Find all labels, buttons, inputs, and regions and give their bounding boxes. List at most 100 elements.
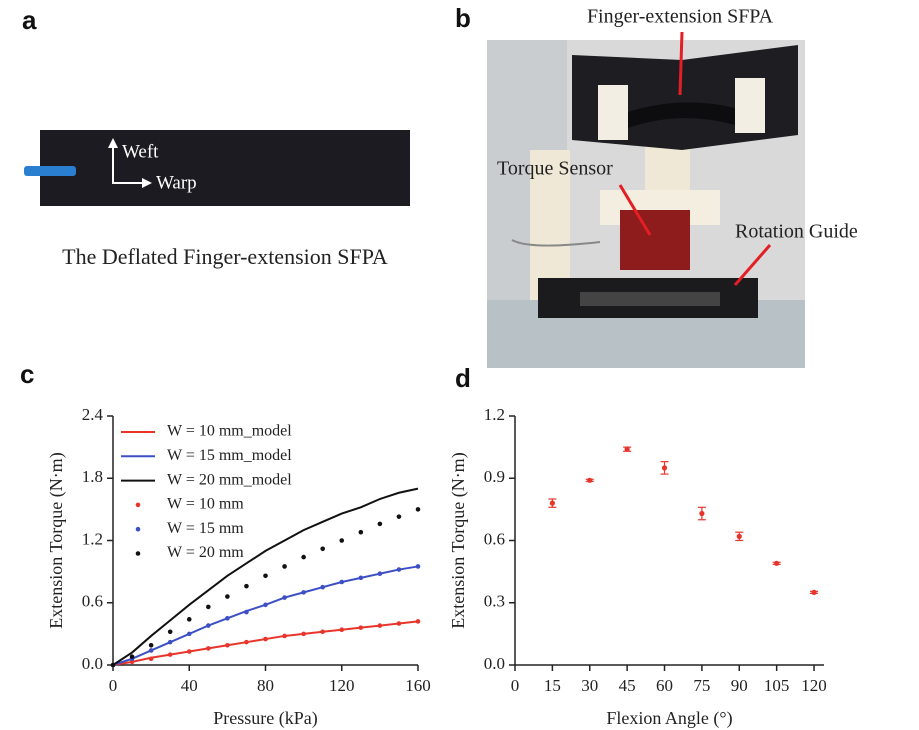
x-tick-label: 80	[257, 676, 274, 695]
legend-label: W = 20 mm	[167, 544, 244, 561]
data-point	[282, 564, 287, 569]
setup-label: Torque Sensor	[497, 158, 613, 180]
data-point	[263, 573, 268, 579]
x-tick-label: 105	[764, 676, 790, 695]
x-tick-label: 0	[109, 676, 118, 695]
panel-label: b	[455, 3, 471, 33]
panel-label: a	[22, 5, 37, 35]
legend-label: W = 15 mm_model	[167, 447, 292, 464]
y-tick-label: 0.3	[484, 592, 505, 611]
data-point	[167, 639, 173, 645]
legend-label: W = 10 mm	[167, 496, 244, 513]
y-tick-label: 1.8	[82, 467, 103, 486]
setup-photo	[487, 31, 805, 368]
x-tick-label: 15	[544, 676, 561, 695]
data-point	[148, 648, 154, 653]
data-point	[320, 629, 325, 635]
legend-dot	[135, 502, 141, 508]
x-tick-label: 60	[656, 676, 673, 695]
data-point	[774, 560, 780, 566]
x-tick-label: 0	[511, 676, 520, 695]
data-point	[148, 642, 154, 648]
direction-label: Weft	[122, 141, 159, 162]
data-point	[263, 602, 268, 608]
data-point	[167, 629, 173, 635]
data-point	[396, 567, 402, 572]
data-point	[301, 631, 306, 637]
data-point	[186, 649, 192, 654]
model-line	[112, 620, 419, 666]
data-point	[396, 514, 402, 519]
x-tick-label: 75	[693, 676, 710, 695]
data-point	[415, 619, 421, 624]
data-point	[225, 642, 230, 648]
y-tick-label: 0.6	[82, 592, 103, 611]
y-tick-label: 0.6	[484, 529, 505, 548]
data-point	[699, 510, 705, 517]
data-point	[339, 627, 345, 633]
data-point	[396, 621, 402, 626]
setup-label: Rotation Guide	[735, 221, 858, 243]
model-line	[112, 487, 419, 666]
data-point	[301, 554, 306, 560]
data-point	[358, 575, 364, 581]
data-point	[661, 465, 668, 471]
data-point	[206, 604, 211, 610]
y-tick-label: 0.0	[82, 654, 103, 673]
data-point	[110, 662, 116, 668]
direction-label: Warp	[156, 172, 197, 193]
y-tick-label: 2.4	[82, 405, 104, 424]
data-point	[263, 636, 268, 642]
data-point	[549, 500, 555, 506]
x-tick-label: 90	[731, 676, 748, 695]
x-axis-title: Pressure (kPa)	[213, 708, 317, 729]
legend-label: W = 10 mm_model	[167, 423, 292, 440]
y-tick-label: 1.2	[484, 405, 505, 424]
data-point	[129, 654, 135, 659]
x-tick-label: 40	[181, 676, 198, 695]
caption: The Deflated Finger-extension SFPA	[62, 244, 388, 269]
data-point	[206, 646, 211, 651]
data-point	[415, 564, 421, 569]
y-axis-title: Extension Torque (N·m)	[46, 452, 67, 628]
data-point	[358, 529, 364, 535]
data-point	[186, 617, 192, 622]
y-tick-label: 0.9	[484, 467, 505, 486]
data-point	[244, 583, 249, 589]
setup-label: Finger-extension SFPA	[587, 6, 774, 28]
legend-dot	[135, 526, 141, 532]
data-point	[587, 477, 593, 483]
data-point	[225, 616, 230, 621]
y-tick-label: 0.0	[484, 654, 505, 673]
data-point	[377, 623, 383, 628]
data-point	[377, 571, 383, 576]
legend-label: W = 20 mm_model	[167, 471, 292, 488]
data-point	[206, 623, 211, 628]
data-point	[320, 546, 325, 552]
data-point	[415, 507, 421, 512]
data-point	[282, 595, 287, 600]
data-point	[320, 584, 325, 590]
panel-label: d	[455, 363, 471, 393]
x-tick-label: 120	[801, 676, 827, 695]
y-axis-title: Extension Torque (N·m)	[448, 452, 469, 628]
data-point	[225, 594, 230, 599]
legend-dot	[135, 551, 141, 556]
x-tick-label: 160	[405, 676, 431, 695]
x-tick-label: 120	[329, 676, 355, 695]
y-tick-label: 1.2	[82, 529, 103, 548]
panel-label: c	[20, 359, 34, 389]
data-point	[624, 446, 630, 452]
data-point	[736, 533, 742, 539]
data-point	[301, 590, 306, 595]
x-axis-title: Flexion Angle (°)	[606, 708, 732, 729]
data-point	[282, 633, 287, 639]
data-point	[148, 656, 154, 662]
data-point	[358, 625, 364, 630]
legend-label: W = 15 mm	[167, 520, 244, 537]
data-point	[186, 631, 192, 637]
x-tick-label: 45	[619, 676, 636, 695]
data-point	[377, 521, 383, 527]
data-point	[339, 579, 345, 585]
